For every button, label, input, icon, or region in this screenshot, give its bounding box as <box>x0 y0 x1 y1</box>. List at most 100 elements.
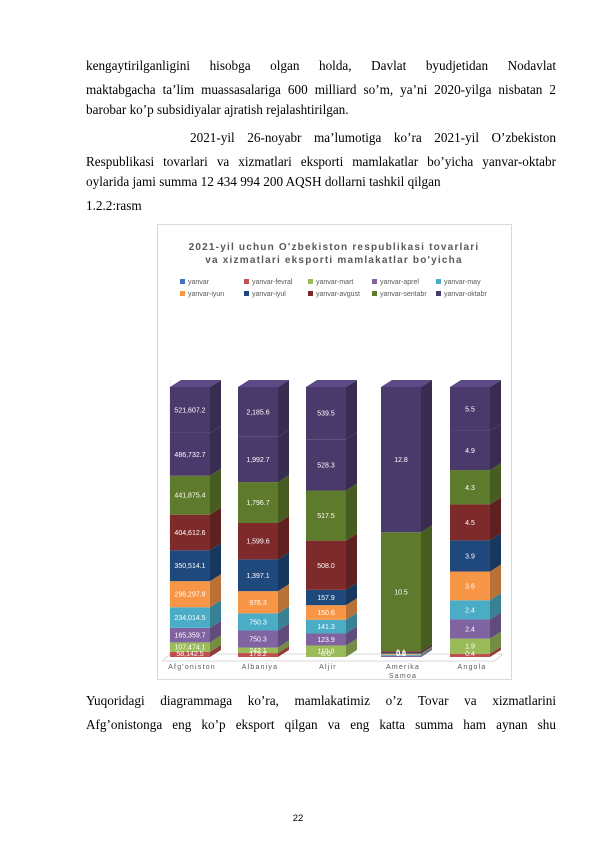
bar-segment <box>170 432 210 476</box>
paragraph-3-line-1: Yuqoridagi diagrammaga ko’ra, mamlakatim… <box>86 693 556 708</box>
bar-segment <box>450 430 490 471</box>
bar-segment <box>450 387 490 431</box>
bar-segment-side <box>278 606 289 631</box>
bar-segment-side <box>278 552 289 592</box>
data-label: 1,397.1 <box>246 573 269 580</box>
data-label: 10.5 <box>394 589 408 596</box>
paragraph-2-line-2: Respublikasi tovarlari va xizmatlari eks… <box>86 154 556 169</box>
bar-segment <box>170 607 210 628</box>
bar-segment-side <box>421 645 432 654</box>
bar-segment <box>381 653 421 655</box>
bar-top-cap <box>238 380 289 387</box>
figure-reference: 1.2.2:rasm <box>86 198 142 213</box>
legend-label: yanvar-iyun <box>188 291 224 298</box>
data-label: 1.9 <box>465 644 475 651</box>
page-number: 22 <box>292 813 304 824</box>
legend-swatch <box>308 291 313 296</box>
bar-segment <box>450 504 490 541</box>
stacked-column-chart: 2021-yil uchun O'zbekiston respublikasi … <box>161 242 504 679</box>
bar-segment <box>381 387 421 533</box>
data-label: 486,732.7 <box>174 452 205 459</box>
data-label: 0.1 <box>396 651 406 658</box>
data-label: 441,875.4 <box>174 493 205 500</box>
bar-segment-side <box>346 638 357 657</box>
legend-swatch <box>308 279 313 284</box>
bar-segment-side <box>346 380 357 440</box>
data-label: 508.0 <box>317 563 335 570</box>
bar-segment <box>238 591 278 614</box>
data-label: 141.3 <box>317 624 335 631</box>
data-label: 4.5 <box>465 520 475 527</box>
bar-segment-side <box>490 612 501 639</box>
data-label: 3.9 <box>465 553 475 560</box>
data-label: 2.4 <box>465 607 475 614</box>
legend-swatch <box>372 291 377 296</box>
bar-segment <box>306 540 346 590</box>
data-label: 119.0 <box>318 649 335 656</box>
bar-segment <box>450 540 490 572</box>
bar-top-cap <box>381 380 432 387</box>
data-label: 1,599.6 <box>246 539 269 546</box>
bar-segment <box>170 651 210 657</box>
data-label: 404,612.6 <box>174 530 205 537</box>
legend-swatch <box>180 279 185 284</box>
bar-segment-side <box>278 380 289 437</box>
chart-title-line: va xizmatlari eksporti mamlakatlar bo'yi… <box>205 255 462 266</box>
bar-segment <box>170 627 210 643</box>
legend-swatch <box>436 291 441 296</box>
bar-top-cap <box>306 380 357 387</box>
legend-label: yanvar-avgust <box>316 291 360 298</box>
bar-segment-side <box>490 380 501 431</box>
bar-segment <box>306 633 346 646</box>
data-label: 3.6 <box>465 583 475 590</box>
bar-segment-side <box>346 533 357 590</box>
data-label: 0.4 <box>465 651 475 658</box>
data-label: 0.1 <box>396 649 406 656</box>
paragraph-2-line-1: 2021-yil 26-noyabr ma’lumotiga ko’ra 202… <box>190 130 556 145</box>
bar-segment <box>306 605 346 620</box>
category-label: Amerika <box>386 664 420 671</box>
legend-swatch <box>372 279 377 284</box>
bar-segment <box>450 600 490 620</box>
bar-segment <box>306 619 346 634</box>
bar-segment-side <box>490 497 501 541</box>
data-label: 165,359.7 <box>174 633 205 640</box>
bar-segment-side <box>278 646 289 657</box>
legend-label: yanvar-oktabr <box>444 291 487 298</box>
bar-segment-side <box>490 564 501 601</box>
paragraph-1-line-3: barobar ko’p subsidiyalar ajratish rejal… <box>86 102 349 117</box>
bar-segment <box>238 647 278 654</box>
bar-top-cap <box>170 380 221 387</box>
legend-swatch <box>180 291 185 296</box>
data-label: 0.1 <box>396 651 406 658</box>
data-label: 58,142.5 <box>176 651 203 658</box>
bar-segment-side <box>346 582 357 606</box>
data-label: 5.5 <box>465 406 475 413</box>
floor-side-edge <box>494 653 504 662</box>
bar-segment <box>238 653 278 657</box>
bar-segment <box>238 436 278 483</box>
data-label: 107,474.1 <box>174 645 205 652</box>
legend-label: yanvar-iyul <box>252 291 286 298</box>
category-label: Afg'oniston <box>168 664 216 671</box>
category-label: Albaniya <box>242 664 278 671</box>
legend-swatch <box>244 279 249 284</box>
data-label: 750.3 <box>249 637 267 644</box>
data-label: 150.6 <box>317 610 335 617</box>
bar-segment <box>306 439 346 491</box>
bar-segment <box>170 550 210 582</box>
bar-segment-side <box>210 620 221 643</box>
legend-label: yanvar-may <box>444 279 481 286</box>
data-label: 539.5 <box>317 411 335 418</box>
bar-segment <box>306 645 346 657</box>
bar-segment-side <box>490 631 501 654</box>
data-label: 2,185.6 <box>246 409 269 416</box>
data-label: 1,796.7 <box>246 500 269 507</box>
paragraph-3-line-2: Afg’onistonga eng ko’p eksport qilgan va… <box>86 717 556 732</box>
bar-segment-side <box>278 475 289 523</box>
bar-segment <box>381 655 421 657</box>
data-label: 242.1 <box>249 648 267 655</box>
data-label: 4.9 <box>465 448 475 455</box>
bar-segment-side <box>210 425 221 476</box>
legend-label: yanvar-aprel <box>380 279 419 286</box>
